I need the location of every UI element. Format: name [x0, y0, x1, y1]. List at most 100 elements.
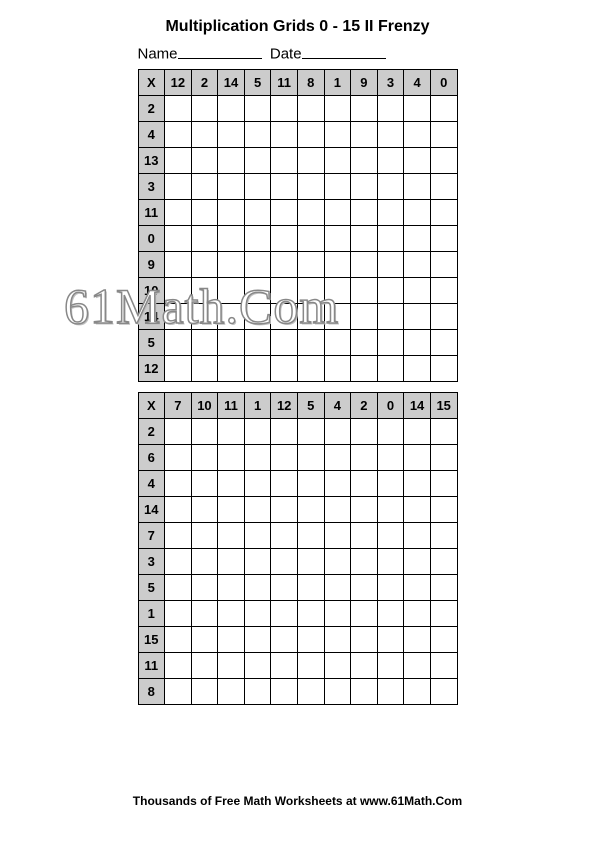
empty-cell [297, 355, 324, 381]
empty-cell [191, 496, 218, 522]
empty-cell [218, 522, 245, 548]
row-header-cell: 11 [138, 199, 165, 225]
empty-cell [377, 626, 404, 652]
table-row: 15 [138, 626, 457, 652]
empty-cell [165, 600, 192, 626]
empty-cell [430, 626, 457, 652]
empty-cell [430, 418, 457, 444]
multiplication-grid: X710111125420141526414735115118 [138, 392, 458, 705]
empty-cell [165, 574, 192, 600]
empty-cell [165, 496, 192, 522]
empty-cell [324, 418, 351, 444]
empty-cell [377, 574, 404, 600]
empty-cell [271, 444, 298, 470]
empty-cell [351, 251, 378, 277]
empty-cell [165, 199, 192, 225]
empty-cell [377, 548, 404, 574]
row-header-cell: 13 [138, 147, 165, 173]
empty-cell [244, 652, 271, 678]
empty-cell [297, 574, 324, 600]
name-underline [178, 42, 262, 59]
empty-cell [165, 355, 192, 381]
empty-cell [297, 522, 324, 548]
table-row: 8 [138, 678, 457, 704]
empty-cell [404, 225, 431, 251]
empty-cell [271, 199, 298, 225]
table-row: 1 [138, 600, 457, 626]
empty-cell [351, 626, 378, 652]
table-row: 2 [138, 95, 457, 121]
col-header-cell: 15 [430, 392, 457, 418]
empty-cell [191, 470, 218, 496]
empty-cell [351, 678, 378, 704]
empty-cell [218, 548, 245, 574]
empty-cell [244, 626, 271, 652]
col-header-cell: 1 [244, 392, 271, 418]
empty-cell [404, 199, 431, 225]
empty-cell [218, 251, 245, 277]
empty-cell [165, 444, 192, 470]
empty-cell [244, 121, 271, 147]
empty-cell [244, 225, 271, 251]
empty-cell [324, 626, 351, 652]
empty-cell [297, 199, 324, 225]
row-header-cell: 11 [138, 652, 165, 678]
empty-cell [430, 470, 457, 496]
row-header-cell: 5 [138, 329, 165, 355]
empty-cell [377, 418, 404, 444]
empty-cell [165, 173, 192, 199]
empty-cell [244, 303, 271, 329]
empty-cell [377, 121, 404, 147]
empty-cell [377, 199, 404, 225]
empty-cell [271, 652, 298, 678]
empty-cell [324, 225, 351, 251]
col-header-cell: 10 [191, 392, 218, 418]
empty-cell [377, 444, 404, 470]
empty-cell [430, 444, 457, 470]
col-header-cell: 11 [271, 69, 298, 95]
empty-cell [271, 225, 298, 251]
empty-cell [191, 444, 218, 470]
table-row: 11 [138, 199, 457, 225]
empty-cell [165, 121, 192, 147]
page-title: Multiplication Grids 0 - 15 II Frenzy [0, 18, 595, 36]
empty-cell [324, 329, 351, 355]
table-row: 12 [138, 355, 457, 381]
empty-cell [244, 147, 271, 173]
row-header-cell: 2 [138, 418, 165, 444]
table-row: 3 [138, 173, 457, 199]
empty-cell [165, 678, 192, 704]
empty-cell [191, 678, 218, 704]
col-header-cell: 9 [351, 69, 378, 95]
empty-cell [271, 574, 298, 600]
row-header-cell: 7 [138, 522, 165, 548]
row-header-cell: 15 [138, 626, 165, 652]
empty-cell [244, 199, 271, 225]
empty-cell [271, 600, 298, 626]
footer-text: Thousands of Free Math Worksheets at www… [0, 794, 595, 808]
corner-cell: X [138, 69, 165, 95]
empty-cell [430, 147, 457, 173]
row-header-cell: 6 [138, 444, 165, 470]
empty-cell [297, 121, 324, 147]
empty-cell [404, 121, 431, 147]
empty-cell [218, 355, 245, 381]
table-row: 2 [138, 418, 457, 444]
corner-cell: X [138, 392, 165, 418]
empty-cell [297, 600, 324, 626]
empty-cell [218, 444, 245, 470]
empty-cell [244, 444, 271, 470]
empty-cell [377, 95, 404, 121]
empty-cell [165, 95, 192, 121]
row-header-cell: 14 [138, 303, 165, 329]
empty-cell [404, 95, 431, 121]
empty-cell [377, 600, 404, 626]
table-row: 5 [138, 574, 457, 600]
row-header-cell: 4 [138, 470, 165, 496]
empty-cell [430, 277, 457, 303]
empty-cell [324, 548, 351, 574]
empty-cell [244, 277, 271, 303]
row-header-cell: 12 [138, 355, 165, 381]
empty-cell [430, 121, 457, 147]
empty-cell [351, 444, 378, 470]
